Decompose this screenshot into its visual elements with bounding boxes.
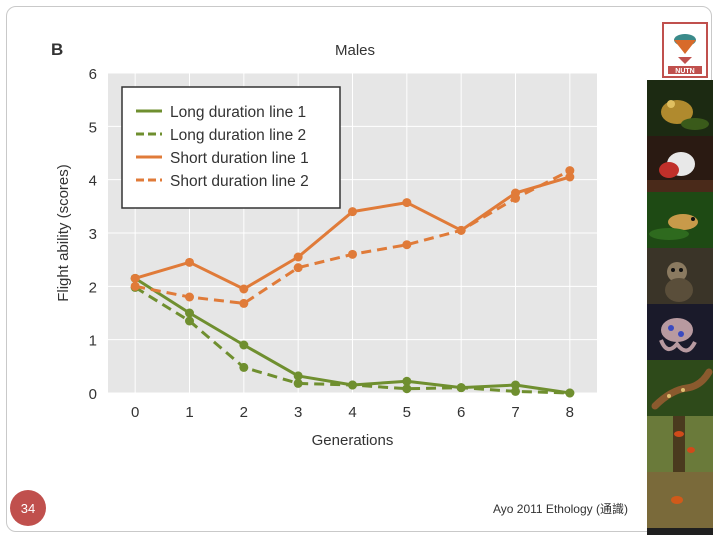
y-tick-label: 2 [89,279,97,296]
data-point [293,371,303,381]
figure-letter: B [51,40,64,59]
lizard-photo [647,360,713,416]
data-point [402,198,412,208]
data-point [348,380,357,390]
data-point [130,273,140,283]
x-tick-label: 6 [457,404,465,421]
data-point [565,166,575,176]
chart-title: Males [334,42,375,59]
x-tick-label: 5 [403,404,411,421]
y-tick-label: 6 [89,66,97,83]
octopus-photo [647,304,713,360]
photo-strip [647,80,713,535]
data-point [402,376,412,386]
university-logo: NUTN [662,22,708,78]
frog-photo [647,80,713,136]
y-tick-label: 3 [89,226,97,243]
y-tick-label: 4 [89,173,97,190]
legend-label: Short duration line 1 [170,150,309,167]
data-point [511,193,520,203]
x-tick-label: 4 [348,404,356,421]
y-axis-label: Flight ability (scores) [55,164,72,302]
y-tick-label: 0 [89,386,97,403]
monkey-photo [647,248,713,304]
data-point [348,249,357,259]
insect-photo [647,416,713,472]
x-tick-label: 3 [294,404,302,421]
slide-number: 34 [10,490,46,526]
data-point [293,378,303,388]
legend-label: Long duration line 1 [170,104,306,121]
legend-label: Short duration line 2 [170,173,309,190]
data-point [565,388,575,398]
x-axis-label: Generations [312,432,394,449]
data-point [511,386,520,396]
data-point [456,383,466,393]
data-point [130,281,140,291]
data-point [402,240,412,250]
logo-text: NUTN [675,68,694,75]
data-point [456,225,466,235]
x-tick-label: 8 [566,404,574,421]
frog-photo [647,192,713,248]
x-tick-label: 1 [185,404,193,421]
data-point [239,340,249,350]
data-point [239,284,249,294]
y-tick-label: 5 [89,119,97,136]
data-point [239,298,249,308]
footer-caption: Ayo 2011 Ethology (通識) [493,502,628,516]
legend-box [121,86,341,209]
data-point [293,263,303,273]
legend-label: Long duration line 2 [170,127,306,144]
data-point [348,207,357,217]
insect-photo [647,472,713,528]
data-point [239,362,249,372]
x-tick-label: 0 [131,404,139,421]
y-tick-label: 1 [89,333,97,350]
data-point [293,252,303,262]
data-point [511,380,520,390]
data-point [185,316,194,326]
bird-photo [647,136,713,192]
x-tick-label: 7 [511,404,519,421]
data-point [185,257,194,267]
data-point [185,292,194,302]
x-tick-label: 2 [240,404,248,421]
data-point [565,172,575,182]
data-point [402,384,412,394]
data-point [185,308,194,318]
